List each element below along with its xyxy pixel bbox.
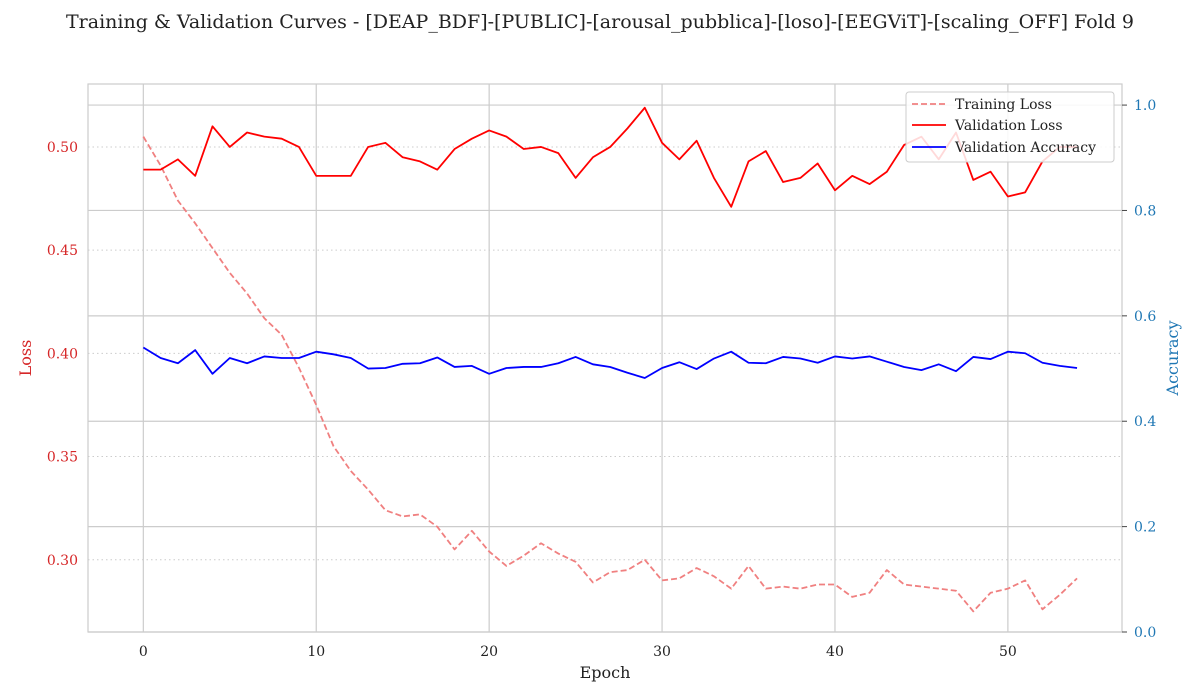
y-left-tick-label-0-35: 0.35	[47, 450, 78, 466]
y-left-tick-label-0-45: 0.45	[47, 243, 78, 259]
series-layer	[142, 106, 1078, 613]
y-ticks-right: 0.0 0.2 0.4 0.6 0.8 1.0	[1122, 98, 1156, 641]
y-left-tick-label-0-50: 0.50	[47, 140, 78, 156]
chart-title: Training & Validation Curves - [DEAP_BDF…	[66, 11, 1134, 33]
y-right-tick-label-0-8: 0.8	[1134, 203, 1156, 219]
x-ticks: 0 10 20 30 40 50	[139, 644, 1017, 660]
x-tick-label-10: 10	[307, 644, 325, 660]
y-right-tick-label-0-2: 0.2	[1134, 520, 1156, 536]
x-tick-label-20: 20	[480, 644, 498, 660]
x-axis-label: Epoch	[580, 663, 631, 682]
grid-layer	[88, 84, 1122, 633]
y-right-tick-label-0-6: 0.6	[1134, 309, 1156, 325]
y-left-tick-label-0-30: 0.30	[47, 553, 78, 569]
legend-label-validation-accuracy: Validation Accuracy	[954, 140, 1096, 156]
legend-box	[905, 91, 1115, 163]
y-axis-label-right: Accuracy	[1163, 321, 1182, 397]
y-right-tick-label-1-0: 1.0	[1134, 98, 1156, 114]
legend-label-training-loss: Training Loss	[955, 97, 1052, 113]
legend: Training Loss Validation Loss Validation…	[905, 91, 1115, 163]
y-left-tick-label-0-40: 0.40	[47, 346, 78, 362]
series-line-validation-accuracy	[142, 346, 1078, 379]
y-right-tick-label-0-4: 0.4	[1134, 414, 1156, 430]
x-tick-label-50: 50	[999, 644, 1017, 660]
x-tick-label-0: 0	[139, 644, 148, 660]
x-tick-label-30: 30	[653, 644, 671, 660]
y-axis-label-left: Loss	[16, 340, 35, 377]
y-ticks-left: 0.30 0.35 0.40 0.45 0.50	[47, 140, 78, 569]
plot-frame	[87, 83, 1123, 633]
x-tick-label-40: 40	[826, 644, 844, 660]
y-right-tick-label-0-0: 0.0	[1134, 625, 1156, 641]
legend-label-validation-loss: Validation Loss	[954, 118, 1063, 134]
series-line-training-loss	[142, 136, 1078, 613]
